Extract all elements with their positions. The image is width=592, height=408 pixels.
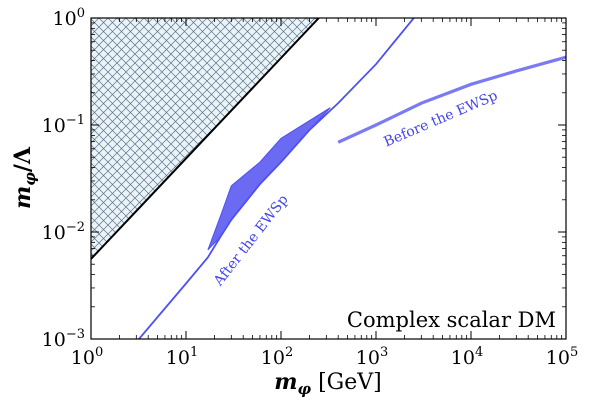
panel-label: Complex scalar DM	[347, 308, 556, 332]
plot-frame	[90, 17, 567, 340]
y-axis-title: mφ/Λ	[10, 146, 39, 209]
x-tick-label: 101	[166, 345, 198, 369]
y-tick-label: 10−2	[42, 220, 85, 244]
y-tick-label: 100	[53, 6, 85, 30]
x-tick-label: 102	[261, 345, 293, 369]
exclusion-boundary	[91, 18, 320, 260]
x-tick-label: 105	[546, 345, 578, 369]
x-axis-title: mφ [GeV]	[274, 369, 382, 398]
x-tick-label: 100	[71, 345, 103, 369]
y-tick-label: 10−1	[42, 113, 85, 137]
y-tick-label: 10−3	[42, 327, 85, 351]
before-ewsp-curve	[337, 55, 566, 144]
x-tick-label: 103	[356, 345, 388, 369]
x-tick-label: 104	[451, 345, 483, 369]
after-ewsp-curve	[138, 18, 415, 339]
after-ewsp-label: After the EWSp	[210, 192, 291, 290]
